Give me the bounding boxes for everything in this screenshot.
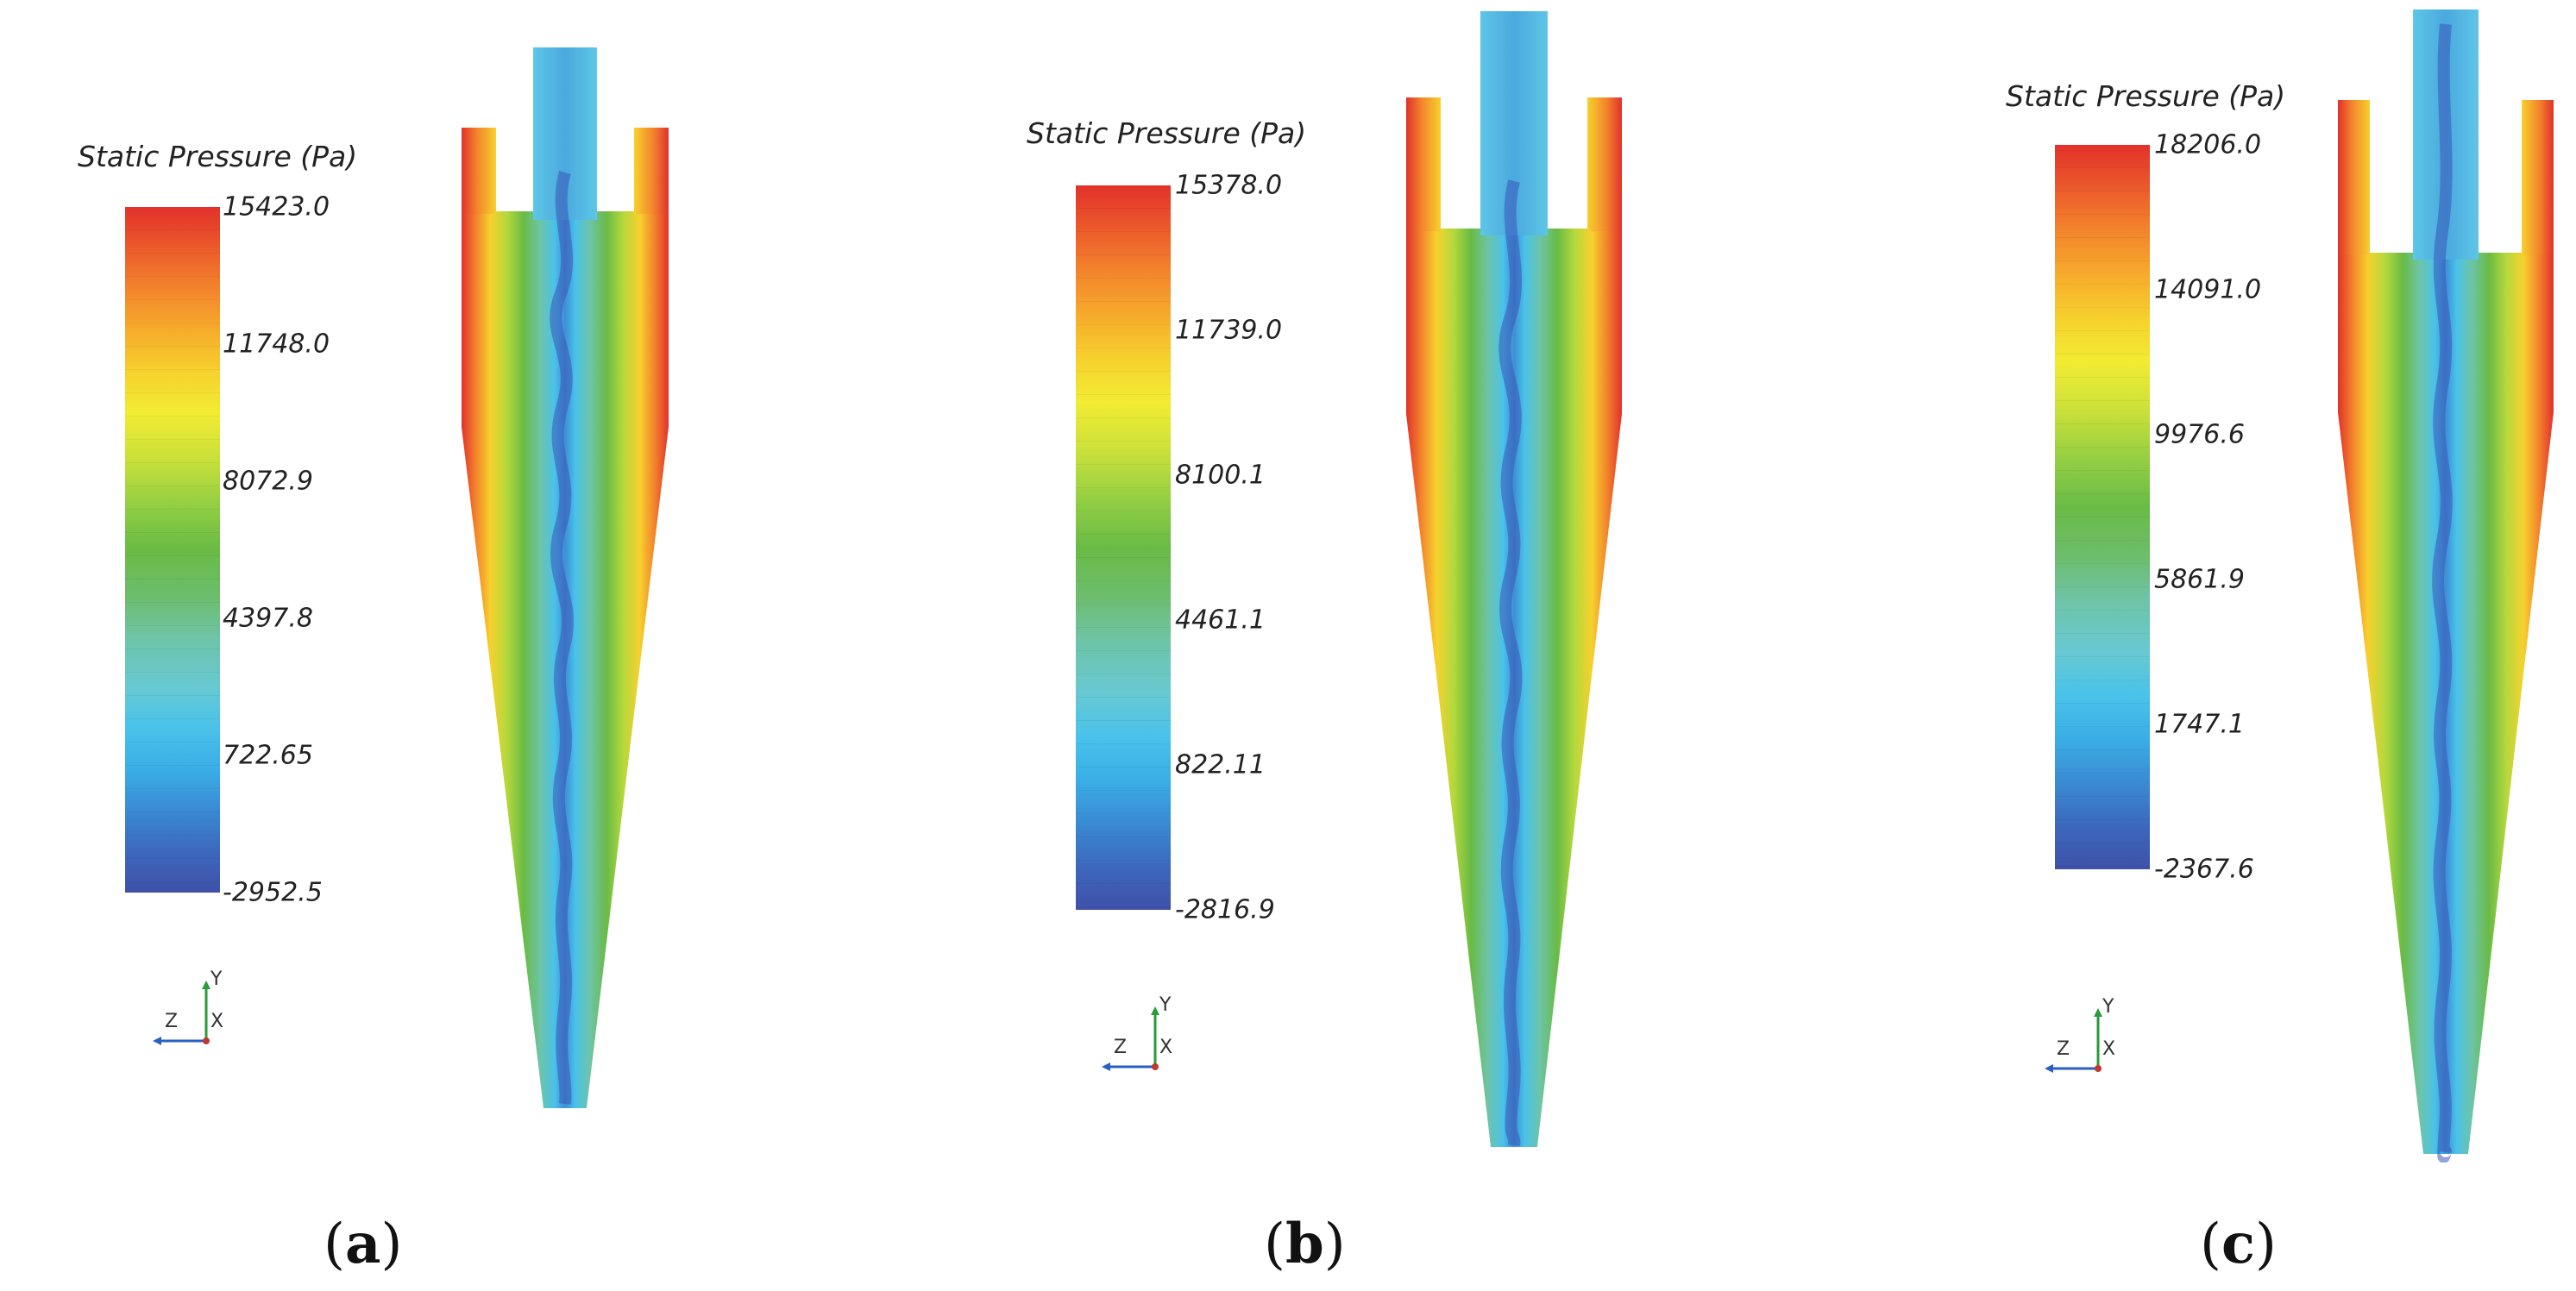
panel-caption: (b) — [1264, 1212, 1346, 1276]
axis-x-label: X — [1159, 1037, 1173, 1058]
colorbar — [2055, 145, 2150, 869]
panel-caption: (c) — [2200, 1212, 2277, 1276]
axis-z-label: Z — [165, 1011, 179, 1032]
tick-label-min: -2367.6 — [2154, 854, 2254, 885]
tick-label: 14091.0 — [2154, 274, 2262, 305]
tick-label-max: 18206.0 — [2154, 129, 2262, 160]
colorbar — [1076, 185, 1171, 910]
panel-caption: (a) — [324, 1212, 403, 1276]
tick-label: 8072.9 — [223, 466, 313, 497]
panel-c: Static Pressure (Pa) 18206.0 14091.0 997… — [1717, 0, 2576, 1291]
cyclone-contour — [2338, 9, 2554, 1163]
axis-y-label: Y — [1159, 994, 1172, 1016]
legend-title: Static Pressure (Pa) — [1027, 116, 1307, 150]
axis-x-label: X — [210, 1011, 224, 1032]
axis-x-label: X — [2102, 1038, 2116, 1060]
cyclone-contour — [462, 47, 669, 1108]
tick-label: 4461.1 — [1175, 605, 1266, 636]
axis-y-label: Y — [210, 968, 223, 990]
tick-label: 8100.1 — [1175, 460, 1266, 491]
legend-title: Static Pressure (Pa) — [78, 140, 358, 173]
axis-y-label: Y — [2102, 996, 2114, 1018]
tick-label-max: 15378.0 — [1175, 170, 1283, 201]
tick-label: 9976.6 — [2154, 419, 2245, 450]
legend-title: Static Pressure (Pa) — [2006, 79, 2286, 113]
axis-z-label: Z — [1114, 1037, 1128, 1058]
tick-label: 11739.0 — [1175, 315, 1283, 346]
tick-label: 4397.8 — [223, 603, 313, 634]
colorbar — [125, 207, 220, 893]
axis-z-label: Z — [2057, 1038, 2070, 1060]
tick-label: 722.65 — [223, 740, 313, 771]
axis-triad: Y Z X — [151, 968, 229, 1048]
panel-b: Static Pressure (Pa) 15378.0 11739.0 810… — [858, 0, 1717, 1291]
tick-label-min: -2816.9 — [1175, 894, 1275, 925]
tick-label: 1747.1 — [2154, 709, 2245, 740]
cyclone-contour — [1406, 11, 1622, 1147]
tick-label-min: -2952.5 — [223, 877, 323, 908]
tick-label-max: 15423.0 — [223, 191, 330, 222]
tick-label: 5861.9 — [2154, 564, 2245, 595]
tick-label: 11748.0 — [223, 329, 330, 360]
axis-triad: Y Z X — [1100, 994, 1178, 1074]
axis-triad: Y Z X — [2043, 996, 2120, 1075]
tick-label: 822.11 — [1175, 749, 1266, 780]
panel-a: Static Pressure (Pa) 15423.0 11748.0 807… — [0, 0, 858, 1291]
